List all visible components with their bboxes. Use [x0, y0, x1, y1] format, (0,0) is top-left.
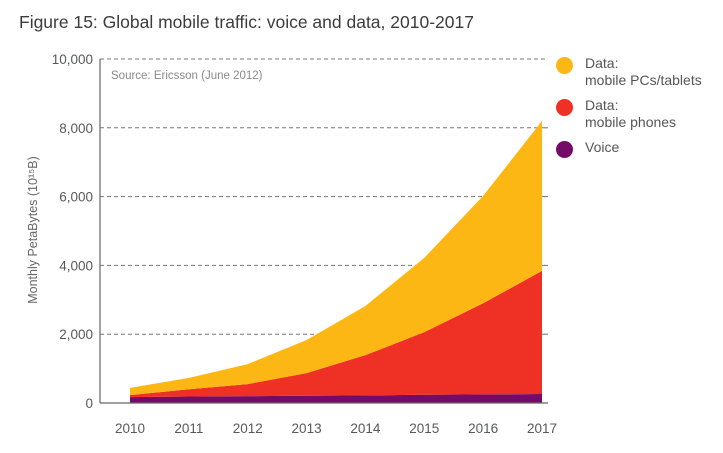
x-tick-label: 2012 — [233, 421, 263, 436]
x-tick-label: 2014 — [350, 421, 381, 436]
y-tick-label: 10,000 — [52, 52, 93, 67]
legend-swatch-icon — [556, 57, 573, 74]
y-tick-label: 2,000 — [59, 327, 93, 342]
x-tick-label: 2017 — [527, 421, 557, 436]
y-tick-label: 6,000 — [59, 190, 93, 205]
legend-item: Data: mobile PCs/tablets — [556, 55, 702, 89]
legend-swatch-icon — [556, 99, 573, 116]
area-data-mobile-phones — [130, 270, 542, 398]
x-tick-label: 2013 — [292, 421, 322, 436]
x-tick-label: 2011 — [174, 421, 203, 436]
source-annotation: Source: Ericsson (June 2012) — [111, 70, 263, 82]
y-tick-labels: 0 2,000 4,000 6,000 8,000 10,000 — [52, 52, 93, 411]
y-axis-label: Monthly PetaBytes (10¹⁵B) — [26, 156, 40, 304]
legend-item: Data: mobile phones — [556, 97, 702, 131]
area-voice — [130, 394, 542, 403]
legend-label: Voice — [585, 139, 620, 155]
y-tick-label: 0 — [85, 396, 93, 411]
y-tick-label: 4,000 — [59, 258, 93, 273]
legend-label: Data: mobile phones — [585, 97, 677, 130]
y-tick-label: 8,000 — [59, 121, 93, 136]
legend-swatch-icon — [556, 141, 573, 158]
x-tick-label: 2010 — [115, 421, 145, 436]
area-series — [130, 120, 542, 403]
area-data-mobile-pcs-tablets — [130, 120, 542, 396]
legend-label: Data: mobile PCs/tablets — [585, 55, 702, 88]
chart-title: Figure 15: Global mobile traffic: voice … — [19, 12, 474, 32]
axes — [99, 59, 548, 404]
x-tick-labels: 2010 2011 2012 2013 2014 2015 2016 2017 — [115, 421, 557, 436]
x-tick-label: 2016 — [468, 421, 498, 436]
x-tick-label: 2015 — [409, 421, 439, 436]
legend-item: Voice — [556, 139, 702, 158]
legend: Data: mobile PCs/tablets Data: mobile pho… — [556, 55, 702, 164]
